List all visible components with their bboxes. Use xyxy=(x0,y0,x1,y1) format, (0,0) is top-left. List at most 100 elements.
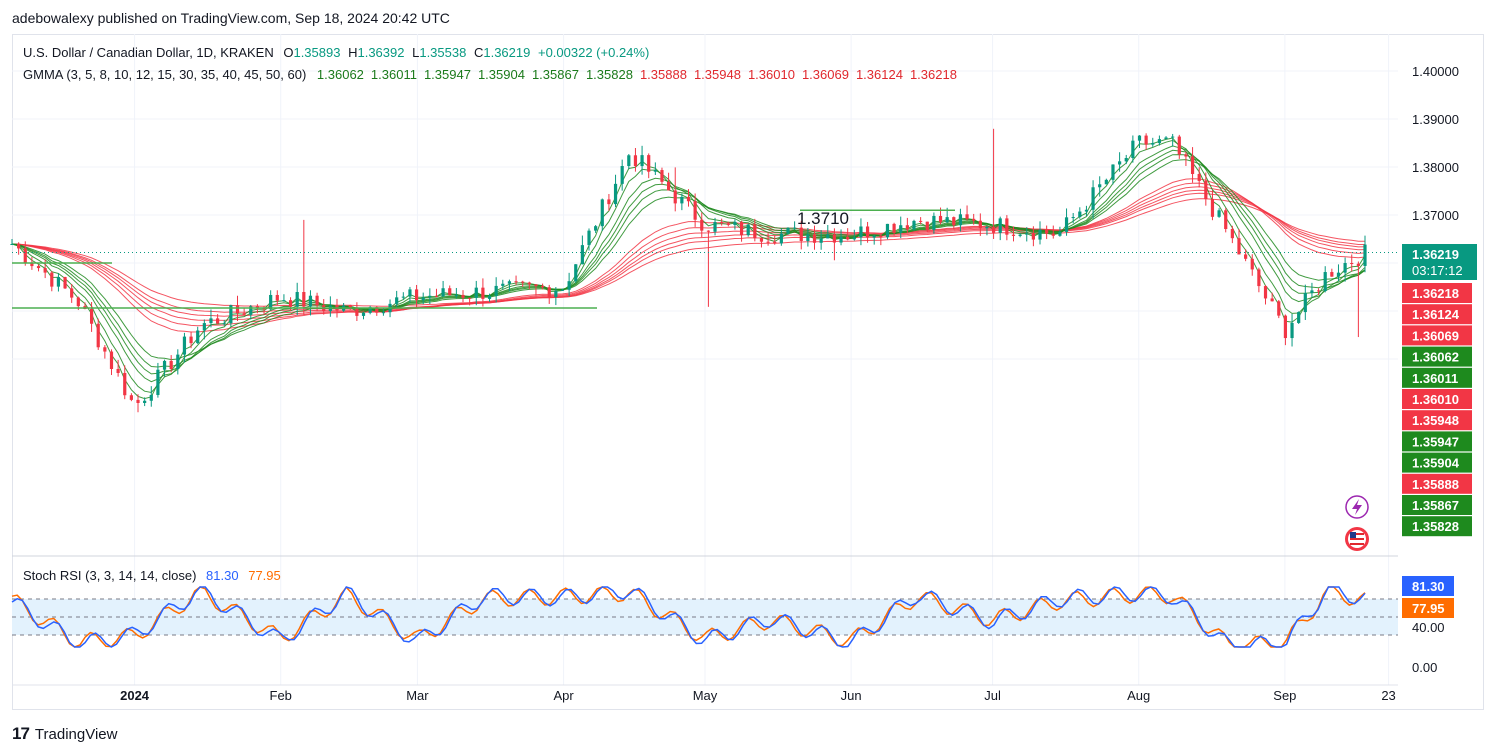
candle[interactable] xyxy=(269,290,273,311)
candle[interactable] xyxy=(123,365,127,400)
candle[interactable] xyxy=(182,332,187,363)
candle[interactable] xyxy=(919,217,923,225)
candle[interactable] xyxy=(1270,292,1274,302)
candle[interactable] xyxy=(23,241,27,266)
candle[interactable] xyxy=(819,230,823,250)
candle[interactable] xyxy=(839,229,843,246)
candle[interactable] xyxy=(567,272,571,297)
candle[interactable] xyxy=(149,386,153,407)
candle[interactable] xyxy=(1157,135,1161,146)
candle[interactable] xyxy=(1171,133,1175,147)
candle[interactable] xyxy=(806,227,810,247)
candle[interactable] xyxy=(1257,267,1261,293)
candle[interactable] xyxy=(1197,167,1201,188)
candle[interactable] xyxy=(753,218,757,242)
candle[interactable] xyxy=(667,172,671,191)
candle[interactable] xyxy=(1031,226,1035,247)
candle[interactable] xyxy=(1204,172,1208,206)
candle[interactable] xyxy=(527,281,531,290)
candle[interactable] xyxy=(846,228,850,241)
candle[interactable] xyxy=(1104,178,1108,185)
candle[interactable] xyxy=(454,287,458,299)
candle[interactable] xyxy=(96,318,100,350)
candle[interactable] xyxy=(189,331,193,349)
symbol-legend[interactable]: U.S. Dollar / Canadian Dollar, 1D, KRAKE… xyxy=(23,45,649,60)
stoch-legend[interactable]: Stoch RSI (3, 3, 14, 14, close) 81.30 77… xyxy=(23,568,281,583)
candle[interactable] xyxy=(202,319,206,340)
candle[interactable] xyxy=(428,288,432,305)
candle[interactable] xyxy=(1137,135,1142,149)
candle[interactable] xyxy=(653,162,657,175)
candle[interactable] xyxy=(852,229,856,241)
candle[interactable] xyxy=(1230,225,1234,244)
candle[interactable] xyxy=(1363,235,1367,273)
candle[interactable] xyxy=(766,232,770,246)
candle[interactable] xyxy=(547,284,551,304)
candle[interactable] xyxy=(421,292,425,305)
candle[interactable] xyxy=(129,393,133,402)
us-flag-icon[interactable] xyxy=(1345,527,1369,551)
candle[interactable] xyxy=(50,271,54,292)
candle[interactable] xyxy=(587,228,591,251)
candle[interactable] xyxy=(700,212,704,238)
candle[interactable] xyxy=(554,287,558,306)
candle[interactable] xyxy=(972,213,976,225)
candle[interactable] xyxy=(1217,208,1221,218)
candle[interactable] xyxy=(726,221,730,227)
candle[interactable] xyxy=(793,221,797,230)
candle[interactable] xyxy=(660,167,664,185)
candle[interactable] xyxy=(1091,180,1095,219)
candle[interactable] xyxy=(176,349,180,375)
candle[interactable] xyxy=(620,159,624,191)
candle[interactable] xyxy=(773,235,777,245)
candle[interactable] xyxy=(720,218,724,226)
candle[interactable] xyxy=(574,264,578,283)
candle[interactable] xyxy=(1310,282,1314,298)
candle[interactable] xyxy=(395,290,399,308)
candle[interactable] xyxy=(169,355,173,373)
candle[interactable] xyxy=(693,193,697,227)
candle[interactable] xyxy=(56,273,61,292)
candle[interactable] xyxy=(89,301,94,332)
candle[interactable] xyxy=(925,221,929,233)
candle[interactable] xyxy=(461,290,465,303)
candle[interactable] xyxy=(892,222,896,236)
candle[interactable] xyxy=(1058,226,1062,237)
candle[interactable] xyxy=(1111,164,1115,185)
candle[interactable] xyxy=(295,282,299,316)
candle[interactable] xyxy=(1290,313,1294,347)
candle[interactable] xyxy=(1124,154,1128,165)
lightning-icon[interactable] xyxy=(1345,495,1369,519)
candle[interactable] xyxy=(481,278,485,307)
tradingview-logo[interactable]: 17 TradingView xyxy=(12,724,117,744)
candle[interactable] xyxy=(328,296,332,317)
candle[interactable] xyxy=(196,326,200,344)
candle[interactable] xyxy=(222,319,226,326)
candle[interactable] xyxy=(487,293,492,302)
candle[interactable] xyxy=(759,237,764,248)
candle[interactable] xyxy=(991,128,996,239)
candle[interactable] xyxy=(872,234,876,245)
candle[interactable] xyxy=(1071,212,1075,224)
candle[interactable] xyxy=(733,219,737,230)
candle[interactable] xyxy=(1011,226,1016,242)
candle[interactable] xyxy=(1350,254,1354,272)
candle[interactable] xyxy=(216,314,220,325)
candle[interactable] xyxy=(275,290,279,306)
candle[interactable] xyxy=(865,221,870,243)
candle[interactable] xyxy=(521,280,525,287)
candle[interactable] xyxy=(1051,225,1055,239)
candle[interactable] xyxy=(1118,152,1122,172)
candle[interactable] xyxy=(640,145,644,175)
candle[interactable] xyxy=(1323,266,1327,293)
candle[interactable] xyxy=(859,218,863,246)
candle[interactable] xyxy=(905,217,909,233)
candle[interactable] xyxy=(70,284,74,303)
level-label[interactable]: 1.3710 xyxy=(797,209,849,228)
candle[interactable] xyxy=(1356,261,1360,338)
candle[interactable] xyxy=(103,345,107,359)
candle[interactable] xyxy=(613,174,618,208)
candle[interactable] xyxy=(249,304,253,320)
candle[interactable] xyxy=(885,223,890,240)
